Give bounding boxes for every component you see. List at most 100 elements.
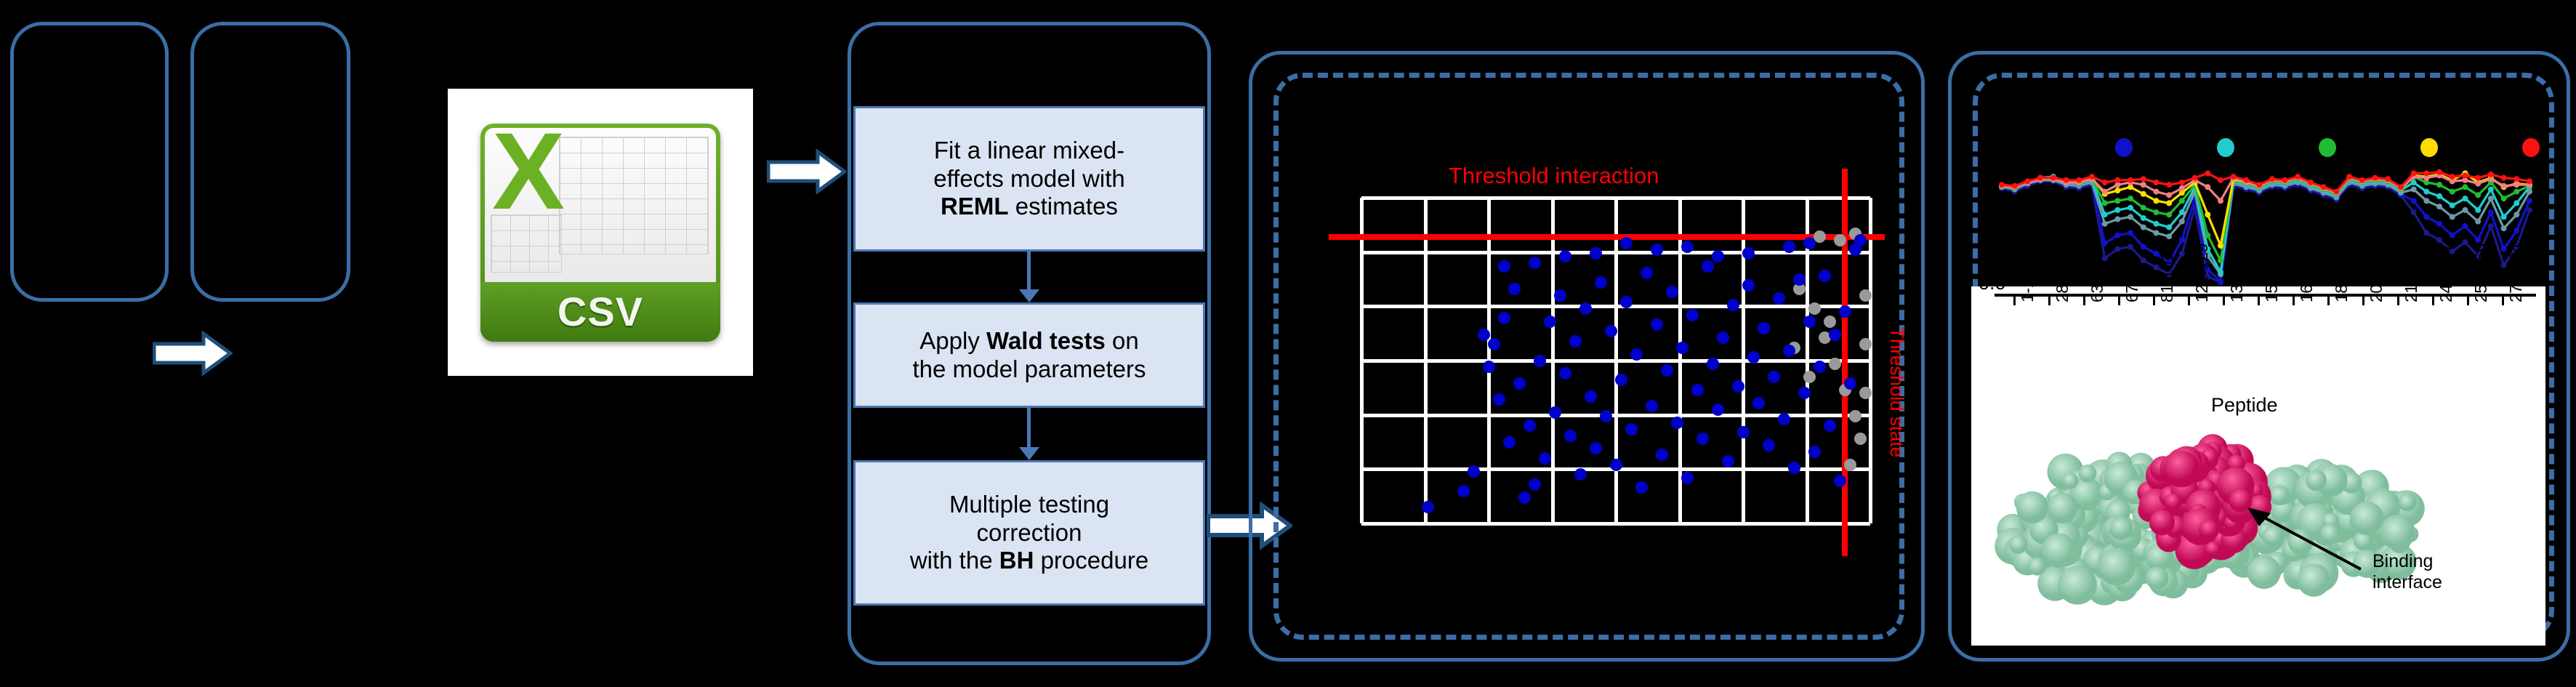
scatter-point: [1619, 295, 1633, 308]
peptide-tick-label: 1-15: [2018, 270, 2037, 302]
peptide-tick-label: 122-129: [2192, 244, 2211, 302]
surface-blob: [2058, 566, 2097, 605]
scatter-point: [1589, 442, 1602, 455]
peptide-series-marker: [2166, 271, 2173, 278]
peptide-tick-mark: [2293, 297, 2295, 305]
peptide-series-marker: [2153, 188, 2160, 195]
scatter-point: [1660, 363, 1673, 377]
peptide-series-marker: [2166, 182, 2173, 188]
scatter-point: [1742, 246, 1755, 260]
grid-line-h: [1361, 522, 1870, 526]
peptide-series-marker: [2256, 182, 2263, 188]
grid-line-v: [1869, 198, 1872, 523]
scatter-point: [1599, 409, 1612, 422]
peptide-profile-chart: [1993, 161, 2538, 286]
scatter-point: [1619, 237, 1633, 250]
legend-swatch: [2420, 138, 2438, 157]
surface-blob: [2205, 541, 2221, 558]
scatter-point: [1558, 250, 1571, 263]
scatter-point: [1467, 465, 1480, 478]
scatter-point: [1853, 233, 1867, 246]
scatter-point: [1798, 387, 1811, 400]
peptide-series-marker: [2527, 178, 2532, 185]
scatter-point: [1823, 419, 1836, 433]
surface-blob: [2047, 492, 2078, 524]
peptide-series-marker: [2153, 230, 2160, 236]
scatter-point: [1518, 491, 1531, 504]
step-bh-box[interactable]: Multiple testing correction with the BH pr…: [853, 460, 1205, 606]
peptide-series-marker: [2487, 186, 2494, 193]
peptide-series-marker: [2166, 233, 2173, 240]
peptide-series-marker: [2359, 177, 2365, 183]
peptide-series-marker: [2063, 177, 2069, 183]
step-wald-box[interactable]: Apply Wald tests on the model parameters: [853, 302, 1205, 408]
scatter-point: [1843, 377, 1856, 390]
peptide-series-marker: [2101, 255, 2108, 262]
csv-format-band: CSV: [480, 281, 720, 342]
peptide-series-marker: [2153, 179, 2160, 185]
peptide-tick-label: 63-73: [2088, 261, 2106, 302]
peptide-tick-label: 241-257: [2436, 244, 2455, 302]
scatter-point: [1650, 318, 1663, 332]
scatter-point: [1803, 370, 1816, 383]
legend-swatch: [2217, 138, 2234, 157]
scatter-point: [1538, 451, 1551, 465]
scatter-point: [1558, 367, 1571, 380]
scatter-point: [1777, 413, 1790, 426]
peptide-series-marker: [2423, 188, 2430, 195]
peptide-series-marker: [2500, 214, 2507, 220]
peptide-series-marker: [2166, 212, 2173, 218]
scatter-point: [1686, 308, 1699, 321]
peptide-series-marker: [2178, 250, 2185, 257]
scatter-point: [1625, 422, 1638, 435]
peptide-series-marker: [2462, 206, 2468, 213]
peptide-series-marker: [2140, 257, 2146, 264]
step-reml-box[interactable]: Fit a linear mixed-effects model with REM…: [853, 106, 1205, 252]
peptide-series-marker: [2218, 257, 2224, 264]
peptide-series-marker: [2436, 182, 2443, 188]
scatter-point: [1543, 315, 1556, 328]
peptide-series-marker: [2487, 176, 2494, 182]
threshold-state-label: Threshold state: [1886, 327, 1908, 458]
peptide-series-marker: [2218, 242, 2224, 249]
scatter-point: [1487, 338, 1500, 351]
data-panel: [190, 22, 350, 302]
flow-connector-2: [1027, 408, 1031, 451]
peptide-series-marker: [2178, 198, 2185, 204]
peptide-tick-labels: 1-15 28-44 63-73 67-75 81-101 122-129 135-144 1…: [1971, 244, 2545, 420]
peptide-series-marker: [2178, 190, 2185, 196]
surface-blob: [2229, 489, 2253, 513]
peptide-series-marker: [2101, 220, 2108, 227]
peptide-series-marker: [2191, 174, 2198, 181]
peptide-series-marker: [2282, 177, 2288, 183]
peptide-tick-label: 277-284: [2506, 244, 2525, 302]
peptide-series-marker: [2487, 196, 2494, 202]
surface-blob: [2350, 501, 2384, 536]
peptide-series-marker: [2487, 171, 2494, 177]
step-bh-text: Multiple testing correction with the BH pr…: [909, 490, 1149, 574]
peptide-series-marker: [2153, 209, 2160, 216]
peptide-series-marker: [2475, 253, 2482, 260]
csv-file-icon: X CSV: [480, 123, 720, 342]
peptide-series-marker: [2500, 225, 2507, 232]
surface-blob: [2305, 470, 2327, 491]
peptide-series-marker: [2218, 198, 2224, 204]
peptide-series-marker: [2527, 206, 2532, 213]
peptide-series-marker: [2449, 188, 2455, 195]
peptide-series-marker: [2475, 174, 2482, 181]
peptide-series-marker: [2449, 174, 2455, 180]
peptide-tick-label: 258-266: [2471, 244, 2490, 302]
flow-arrowhead-1: [1019, 289, 1039, 302]
peptide-series-marker: [2475, 180, 2482, 187]
grid-line-v: [1614, 198, 1618, 523]
scatter-point: [1665, 286, 1678, 299]
scatter-point: [1833, 475, 1846, 488]
peptide-series-marker: [2500, 246, 2507, 252]
peptide-tick-mark: [2467, 297, 2469, 305]
scatter-point: [1752, 396, 1765, 409]
peptide-series-marker: [2423, 174, 2430, 181]
peptide-series-marker: [2449, 178, 2455, 185]
peptide-series-marker: [2410, 186, 2417, 193]
scatter-point: [1681, 471, 1694, 484]
scatter-point: [1696, 433, 1709, 446]
